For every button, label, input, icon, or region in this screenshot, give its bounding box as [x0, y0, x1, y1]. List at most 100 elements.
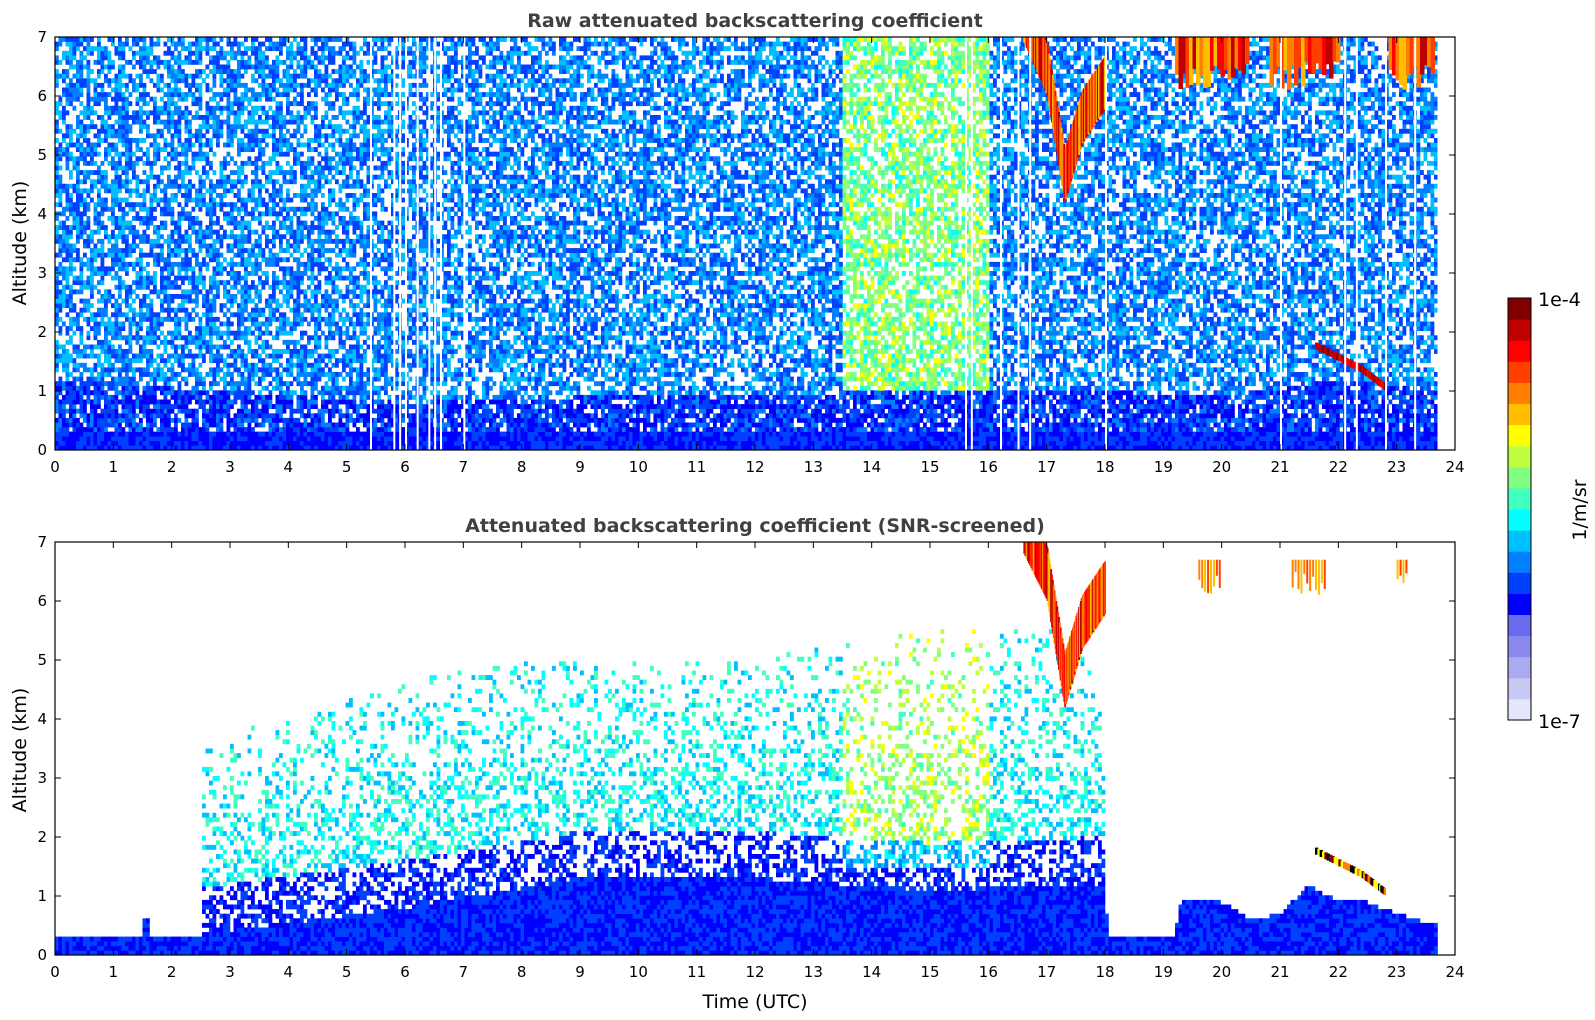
heatmap-cell — [164, 239, 168, 244]
heatmap-cell — [244, 207, 248, 212]
heatmap-cell — [139, 358, 143, 363]
heatmap-cell — [314, 285, 318, 290]
heatmap-cell — [276, 234, 280, 239]
heatmap-cell — [62, 55, 66, 60]
heatmap-cell — [276, 115, 280, 120]
heatmap-cell — [241, 289, 245, 294]
heatmap-cell — [153, 418, 157, 423]
heatmap-cell — [125, 400, 129, 405]
heatmap-cell — [272, 69, 276, 74]
heatmap-cell — [220, 83, 224, 88]
heatmap-cell — [118, 390, 122, 395]
heatmap-cell — [213, 308, 217, 313]
heatmap-cell — [311, 354, 315, 359]
heatmap-cell — [174, 239, 178, 244]
heatmap-cell — [108, 322, 112, 327]
heatmap-cell — [248, 138, 252, 143]
heatmap-cell — [244, 280, 248, 285]
heatmap-cell — [325, 248, 329, 253]
heatmap-cell — [258, 390, 262, 395]
heatmap-cell — [115, 74, 119, 79]
heatmap-cell — [244, 179, 248, 184]
heatmap-cell — [328, 400, 332, 405]
heatmap-cell — [272, 138, 276, 143]
heatmap-cell — [143, 97, 147, 102]
heatmap-cell — [276, 69, 280, 74]
heatmap-cell — [76, 253, 80, 258]
heatmap-cell — [230, 211, 234, 216]
heatmap-cell — [318, 377, 322, 382]
heatmap-cell — [101, 198, 105, 203]
heatmap-cell — [230, 312, 234, 317]
heatmap-cell — [167, 441, 171, 446]
heatmap-cell — [192, 308, 196, 313]
heatmap-cell — [251, 106, 255, 111]
heatmap-cell — [164, 294, 168, 299]
heatmap-cell — [255, 69, 259, 74]
heatmap-cell — [104, 294, 108, 299]
heatmap-cell — [104, 101, 108, 106]
heatmap-cell — [104, 230, 108, 235]
heatmap-cell — [167, 367, 171, 372]
heatmap-cell — [150, 413, 154, 418]
heatmap-cell — [314, 340, 318, 345]
heatmap-cell — [220, 239, 224, 244]
heatmap-cell — [171, 253, 175, 258]
heatmap-cell — [300, 97, 304, 102]
heatmap-cell — [213, 60, 217, 65]
heatmap-cell — [122, 110, 126, 115]
heatmap-cell — [318, 363, 322, 368]
heatmap-cell — [300, 120, 304, 125]
heatmap-cell — [69, 193, 73, 198]
heatmap-cell — [188, 400, 192, 405]
heatmap-cell — [202, 423, 206, 428]
heatmap-cell — [325, 55, 329, 60]
heatmap-cell — [87, 234, 91, 239]
heatmap-cell — [258, 83, 262, 88]
heatmap-cell — [111, 129, 115, 134]
heatmap-cell — [248, 340, 252, 345]
heatmap-cell — [321, 143, 325, 148]
heatmap-cell — [160, 120, 164, 125]
heatmap-cell — [143, 124, 147, 129]
heatmap-cell — [111, 230, 115, 235]
heatmap-cell — [94, 285, 98, 290]
heatmap-cell — [248, 441, 252, 446]
heatmap-cell — [139, 92, 143, 97]
heatmap-cell — [195, 418, 199, 423]
heatmap-cell — [118, 42, 122, 47]
heatmap-cell — [108, 349, 112, 354]
heatmap-cell — [97, 436, 101, 441]
heatmap-cell — [234, 216, 238, 221]
heatmap-cell — [311, 51, 315, 56]
heatmap-cell — [178, 55, 182, 60]
heatmap-cell — [178, 78, 182, 83]
heatmap-cell — [59, 74, 63, 79]
heatmap-cell — [69, 303, 73, 308]
heatmap-cell — [258, 312, 262, 317]
heatmap-cell — [300, 166, 304, 171]
heatmap-cell — [300, 345, 304, 350]
heatmap-cell — [122, 390, 126, 395]
heatmap-cell — [325, 354, 329, 359]
heatmap-cell — [199, 37, 203, 42]
heatmap-cell — [164, 202, 168, 207]
heatmap-cell — [150, 354, 154, 359]
heatmap-cell — [297, 400, 301, 405]
heatmap-cell — [122, 285, 126, 290]
heatmap-cell — [311, 156, 315, 161]
heatmap-cell — [286, 289, 290, 294]
heatmap-cell — [122, 377, 126, 382]
heatmap-cell — [279, 211, 283, 216]
heatmap-cell — [125, 381, 129, 386]
heatmap-cell — [153, 377, 157, 382]
heatmap-cell — [297, 156, 301, 161]
heatmap-cell — [181, 60, 185, 65]
heatmap-cell — [314, 138, 318, 143]
heatmap-cell — [136, 97, 140, 102]
heatmap-cell — [321, 133, 325, 138]
heatmap-cell — [97, 69, 101, 74]
heatmap-cell — [279, 248, 283, 253]
heatmap-cell — [171, 216, 175, 221]
heatmap-cell — [171, 211, 175, 216]
